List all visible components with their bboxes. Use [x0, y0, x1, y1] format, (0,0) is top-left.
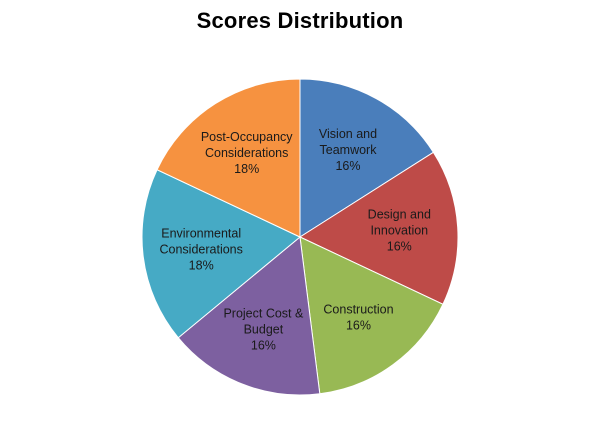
- slice-name-label: Vision and: [319, 127, 377, 141]
- slice-name-label: Innovation: [370, 224, 428, 238]
- pie-slices: [141, 78, 459, 396]
- slice-name-label: Considerations: [205, 146, 288, 160]
- slice-name-label: Teamwork: [320, 143, 378, 157]
- slice-name-label: Environmental: [161, 227, 241, 241]
- pie-slice-construction: [299, 236, 444, 395]
- pie-slice-post-occupancy-considerations: [156, 78, 301, 238]
- slice-value-label: 16%: [387, 240, 412, 254]
- chart-title: Scores Distribution: [196, 8, 404, 33]
- slice-label-vision-and-teamwork: Vision and Teamwork 16%: [319, 127, 377, 173]
- pie-slice-design-and-innovation: [298, 151, 459, 305]
- slice-name-label: Budget: [244, 323, 284, 337]
- pie-slice-vision-and-teamwork: [299, 78, 435, 238]
- slice-name-label: Post-Occupancy: [201, 130, 293, 144]
- slice-value-label: 16%: [335, 159, 360, 173]
- slice-name-label: Construction: [323, 303, 393, 317]
- slice-value-label: 18%: [234, 162, 259, 176]
- slice-name-label: Design and: [368, 208, 431, 222]
- slice-value-label: 16%: [251, 339, 276, 353]
- slice-value-label: 18%: [189, 259, 214, 273]
- slice-label-project-cost-and-budget: Project Cost & Budget 16%: [223, 307, 304, 353]
- slice-label-construction: Construction 16%: [323, 303, 393, 333]
- slice-label-design-and-innovation: Design and Innovation 16%: [368, 208, 431, 254]
- pie-labels: Vision and Teamwork 16% Design and Innovatio…: [160, 127, 431, 353]
- slice-label-environmental-considerations: Environmental Considerations 18%: [160, 227, 243, 273]
- pie-slice-project-cost-and-budget: [177, 236, 321, 396]
- slice-value-label: 16%: [346, 319, 371, 333]
- slice-name-label: Project Cost &: [223, 307, 304, 321]
- pie-slice-environmental-considerations: [141, 169, 301, 339]
- slice-label-post-occupancy-considerations: Post-Occupancy Considerations 18%: [201, 130, 293, 176]
- slice-name-label: Considerations: [160, 243, 243, 257]
